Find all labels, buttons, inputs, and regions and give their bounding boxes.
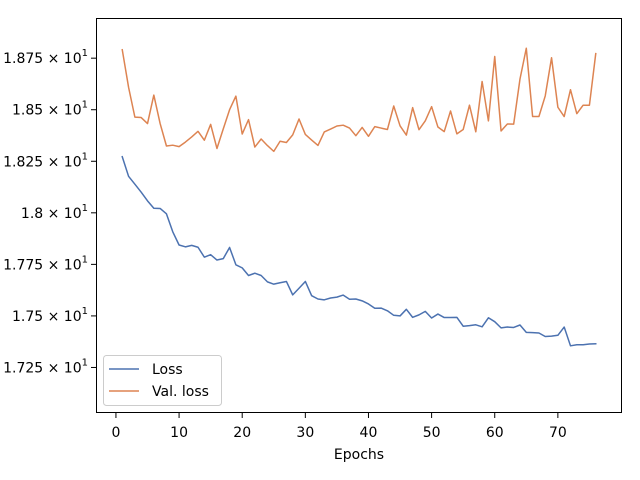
y-axis: 1.725 × 101 1.75 × 101 1.775 × 101 1.8 × 10… xyxy=(3,48,97,376)
x-tick-label: 30 xyxy=(296,425,314,441)
series-line-val-loss xyxy=(121,47,597,153)
x-axis-title: Epochs xyxy=(334,447,384,463)
x-tick-label: 0 xyxy=(111,425,120,441)
x-tick-label: 50 xyxy=(423,425,441,441)
legend: Loss Val. loss xyxy=(103,355,222,406)
series-line-loss xyxy=(121,155,597,347)
x-tick-label: 20 xyxy=(233,425,251,441)
plot-frame xyxy=(96,18,622,413)
x-axis: 0 10 20 30 40 50 60 70 xyxy=(111,412,567,441)
y-tick-label: 1.85 × 101 xyxy=(12,100,88,119)
x-tick-label: 10 xyxy=(170,425,188,441)
x-tick-label: 70 xyxy=(549,425,567,441)
y-tick-label: 1.75 × 101 xyxy=(12,306,88,325)
y-tick-label: 1.8 × 101 xyxy=(21,203,88,222)
x-tick-label: 40 xyxy=(360,425,378,441)
y-tick-label: 1.775 × 101 xyxy=(3,254,88,273)
y-tick-label: 1.725 × 101 xyxy=(3,357,88,376)
x-tick-label: 60 xyxy=(486,425,504,441)
series-lines xyxy=(121,47,597,347)
y-tick-label: 1.875 × 101 xyxy=(3,48,88,67)
y-tick-label: 1.825 × 101 xyxy=(3,151,88,170)
legend-label-loss: Loss xyxy=(152,362,183,378)
legend-box xyxy=(103,355,222,406)
legend-label-val-loss: Val. loss xyxy=(152,384,209,400)
